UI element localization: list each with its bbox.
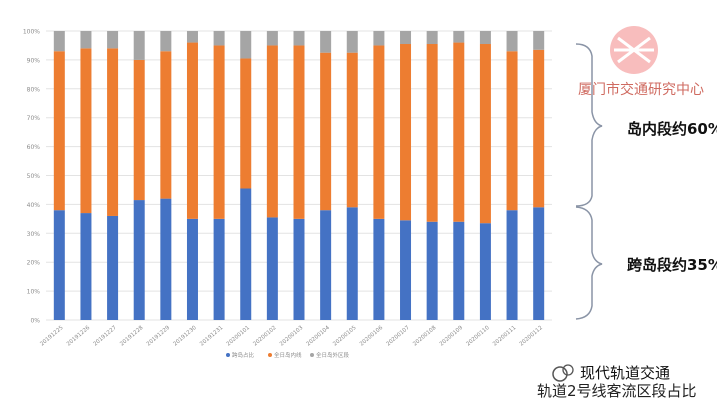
bar-segment bbox=[213, 218, 225, 320]
legend-swatch bbox=[268, 353, 272, 357]
y-tick-label: 100% bbox=[23, 29, 40, 36]
bar-segment bbox=[266, 45, 278, 218]
legend: 跨岛占比 全日岛内线 全日岛外区段 bbox=[226, 351, 350, 359]
bar-segment bbox=[160, 31, 172, 52]
y-tick-label: 20% bbox=[27, 260, 41, 267]
bar-segment bbox=[160, 198, 172, 320]
island-inner-bracket: 岛内段约60% bbox=[575, 43, 717, 207]
logo-cross-icon bbox=[614, 36, 654, 64]
legend-label: 全日岛内线 bbox=[274, 351, 302, 359]
y-tick-label: 30% bbox=[27, 231, 41, 238]
bar-segment bbox=[107, 48, 119, 216]
bar-segment bbox=[80, 48, 92, 214]
bar-segment bbox=[53, 210, 65, 320]
bar-segment bbox=[479, 31, 491, 45]
bar-segment bbox=[453, 42, 465, 222]
footer-caption: 轨道2号线客流区段占比 bbox=[537, 382, 697, 400]
bar-segment bbox=[320, 52, 332, 211]
bar-segment bbox=[533, 207, 545, 320]
bar-segment bbox=[186, 42, 198, 219]
y-tick-label: 70% bbox=[27, 115, 41, 122]
bar-segment bbox=[533, 31, 545, 50]
bar-segment bbox=[80, 31, 92, 49]
y-tick-label: 10% bbox=[27, 289, 41, 296]
bar-segment bbox=[240, 58, 252, 189]
bars bbox=[53, 31, 545, 320]
bar-segment bbox=[346, 52, 358, 208]
bar-segment bbox=[80, 213, 92, 320]
logo: 厦门市交通研究中心 bbox=[578, 26, 704, 98]
y-tick-label: 0% bbox=[30, 318, 40, 325]
bar-segment bbox=[453, 31, 465, 43]
bar-segment bbox=[320, 31, 332, 53]
bar-segment bbox=[453, 221, 465, 320]
bar-segment bbox=[426, 221, 438, 320]
legend-label: 全日岛外区段 bbox=[316, 351, 350, 359]
watermark: 现代轨道交通 bbox=[552, 364, 670, 382]
bar-segment bbox=[400, 220, 412, 320]
watermark-text: 现代轨道交通 bbox=[580, 364, 670, 382]
wechat-icon-bubble bbox=[562, 364, 574, 376]
bar-segment bbox=[373, 218, 385, 320]
bar-segment bbox=[186, 31, 198, 43]
bar-segment bbox=[107, 31, 119, 49]
wechat-icon bbox=[552, 366, 568, 382]
bar-segment bbox=[533, 49, 545, 208]
bar-segment bbox=[266, 31, 278, 46]
bar-segment bbox=[133, 59, 145, 201]
bar-segment bbox=[133, 200, 145, 320]
y-tick-label: 50% bbox=[27, 173, 41, 180]
bar-segment bbox=[293, 45, 305, 219]
bar-segment bbox=[53, 31, 65, 52]
bar-segment bbox=[293, 218, 305, 320]
bar-segment bbox=[133, 31, 145, 60]
bar-segment bbox=[266, 217, 278, 320]
bar-segment bbox=[160, 51, 172, 199]
y-tick-label: 60% bbox=[27, 144, 41, 151]
bar-segment bbox=[346, 207, 358, 320]
bar-segment bbox=[53, 51, 65, 211]
bar-segment bbox=[240, 188, 252, 320]
bracket-upper-icon bbox=[575, 43, 603, 207]
bar-segment bbox=[506, 210, 518, 320]
y-tick-label: 90% bbox=[27, 57, 41, 64]
bar-segment bbox=[426, 31, 438, 45]
bar-segment bbox=[213, 31, 225, 46]
bar-segment bbox=[506, 51, 518, 211]
bar-segment bbox=[373, 45, 385, 219]
y-axis-ticks: 0% 10% 20% 30% 40% 50% 60% 70% 80% 90% 100% bbox=[23, 29, 40, 325]
bar-segment bbox=[320, 210, 332, 320]
bar-segment bbox=[346, 31, 358, 53]
legend-swatch bbox=[310, 353, 314, 357]
bar-segment bbox=[400, 31, 412, 45]
island-inner-label: 岛内段约60% bbox=[627, 120, 717, 138]
bar-segment bbox=[400, 44, 412, 221]
bar-segment bbox=[479, 223, 491, 320]
y-tick-label: 40% bbox=[27, 202, 41, 209]
bar-segment bbox=[213, 45, 225, 219]
bracket-lower-icon bbox=[575, 206, 603, 320]
cross-island-label: 跨岛段约35% bbox=[627, 256, 717, 274]
legend-label: 跨岛占比 bbox=[232, 351, 255, 359]
bar-segment bbox=[373, 31, 385, 46]
cross-island-bracket: 跨岛段约35% bbox=[575, 206, 717, 320]
bar-segment bbox=[506, 31, 518, 52]
bar-segment bbox=[479, 44, 491, 224]
y-tick-label: 80% bbox=[27, 86, 41, 93]
bar-segment bbox=[293, 31, 305, 46]
bar-segment bbox=[426, 44, 438, 222]
logo-text: 厦门市交通研究中心 bbox=[578, 81, 704, 98]
bar-segment bbox=[107, 215, 119, 320]
bar-segment bbox=[186, 218, 198, 320]
legend-swatch bbox=[226, 353, 230, 357]
bar-segment bbox=[240, 31, 252, 59]
